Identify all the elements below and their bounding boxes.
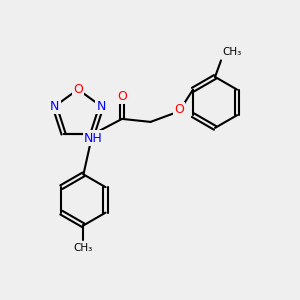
Text: CH₃: CH₃ <box>74 243 93 254</box>
Text: CH₃: CH₃ <box>223 47 242 57</box>
Text: O: O <box>73 83 83 96</box>
Text: NH: NH <box>84 132 103 145</box>
Text: N: N <box>50 100 59 113</box>
Text: O: O <box>174 103 184 116</box>
Text: O: O <box>117 90 127 103</box>
Text: N: N <box>97 100 106 113</box>
